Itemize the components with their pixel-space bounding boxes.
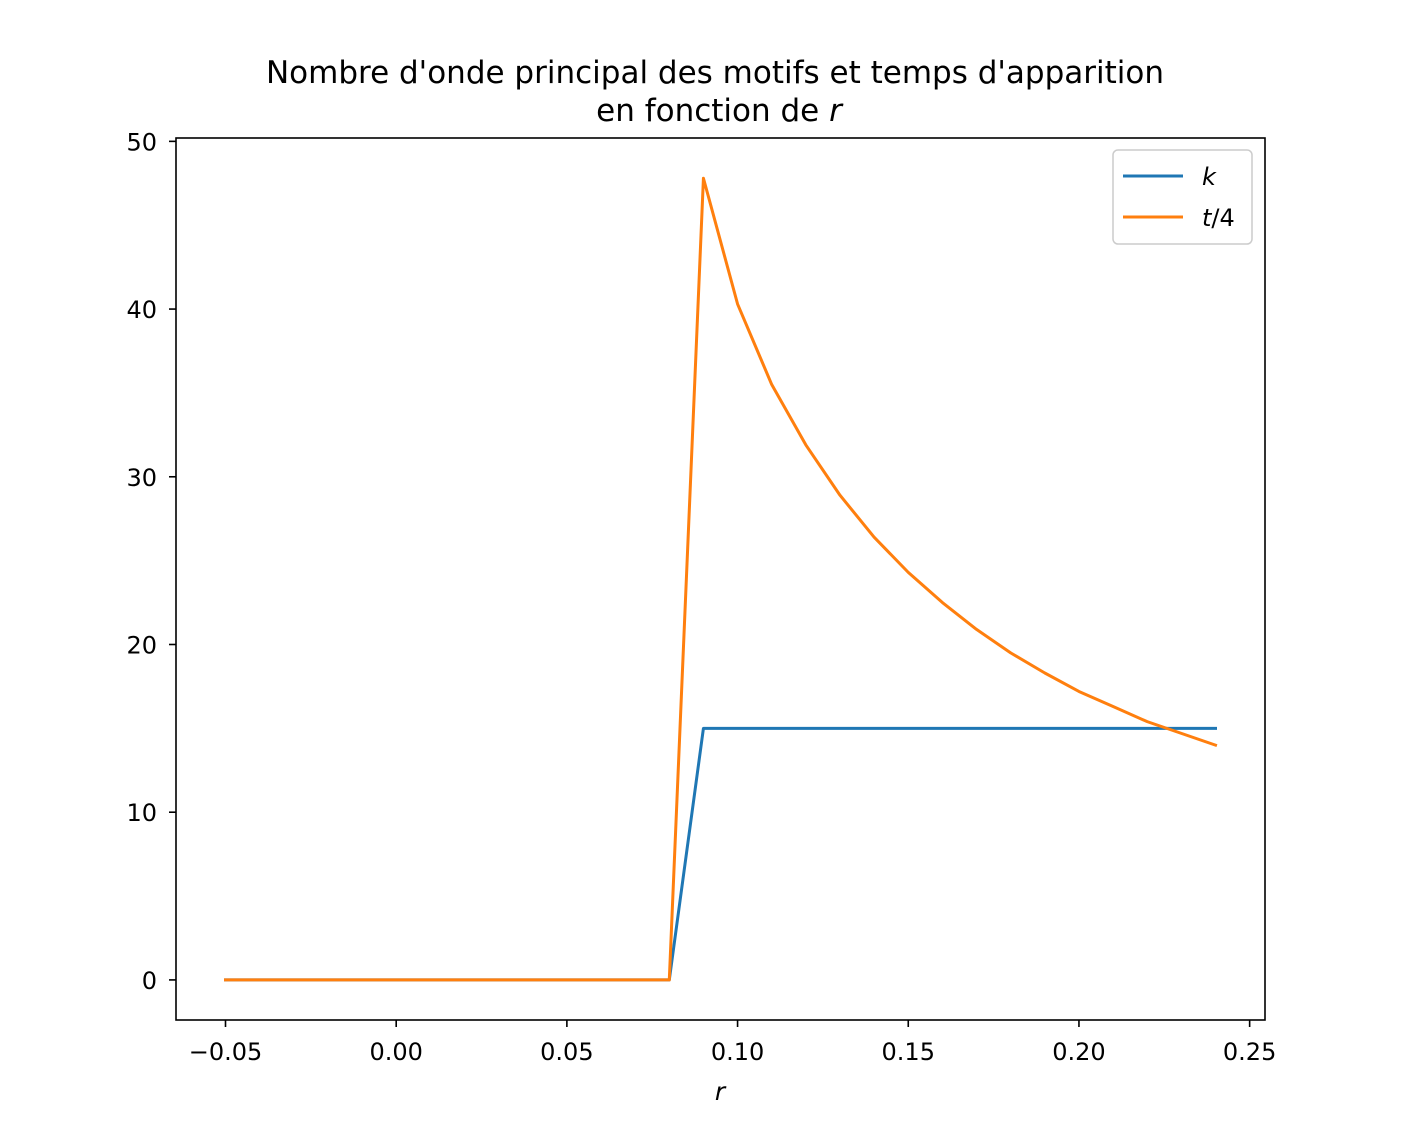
plot-frame — [175, 137, 1266, 1021]
x-tick-label: 0.20 — [1052, 1038, 1105, 1066]
legend-label-t4: t/4 — [1202, 204, 1235, 232]
y-tick-label: 20 — [126, 631, 157, 659]
series-layer — [224, 176, 1218, 982]
x-tick-label: 0.15 — [882, 1038, 935, 1066]
x-axis-ticks: −0.05 0.00 0.05 0.10 0.15 0.20 0.25 — [189, 1020, 1276, 1066]
legend-label-k: k — [1202, 163, 1217, 191]
legend: k t/4 — [1112, 149, 1253, 245]
x-tick-label: −0.05 — [189, 1038, 263, 1066]
chart-subtitle-prefix: en fonction de — [596, 93, 829, 129]
x-tick-label: 0.10 — [711, 1038, 764, 1066]
y-axis-ticks: 0 10 20 30 40 50 — [126, 128, 176, 995]
legend-label-k-italic: k — [1202, 163, 1217, 191]
legend-box — [1112, 149, 1253, 245]
y-tick-label: 30 — [126, 464, 157, 492]
chart-subtitle: en fonction de r — [596, 93, 844, 129]
x-tick-label: 0.05 — [540, 1038, 593, 1066]
legend-label-t4-rest: /4 — [1211, 204, 1234, 232]
x-tick-label: 0.25 — [1223, 1038, 1276, 1066]
series-line-t4 — [224, 176, 1218, 982]
chart-subtitle-var: r — [829, 93, 844, 129]
y-tick-label: 10 — [126, 799, 157, 827]
chart-title: Nombre d'onde principal des motifs et te… — [266, 55, 1164, 91]
y-tick-label: 40 — [126, 296, 157, 324]
x-tick-label: 0.00 — [369, 1038, 422, 1066]
x-axis-label: r — [715, 1077, 727, 1106]
y-tick-label: 50 — [126, 128, 157, 156]
y-tick-label: 0 — [142, 967, 157, 995]
legend-label-t4-italic: t — [1202, 204, 1213, 232]
